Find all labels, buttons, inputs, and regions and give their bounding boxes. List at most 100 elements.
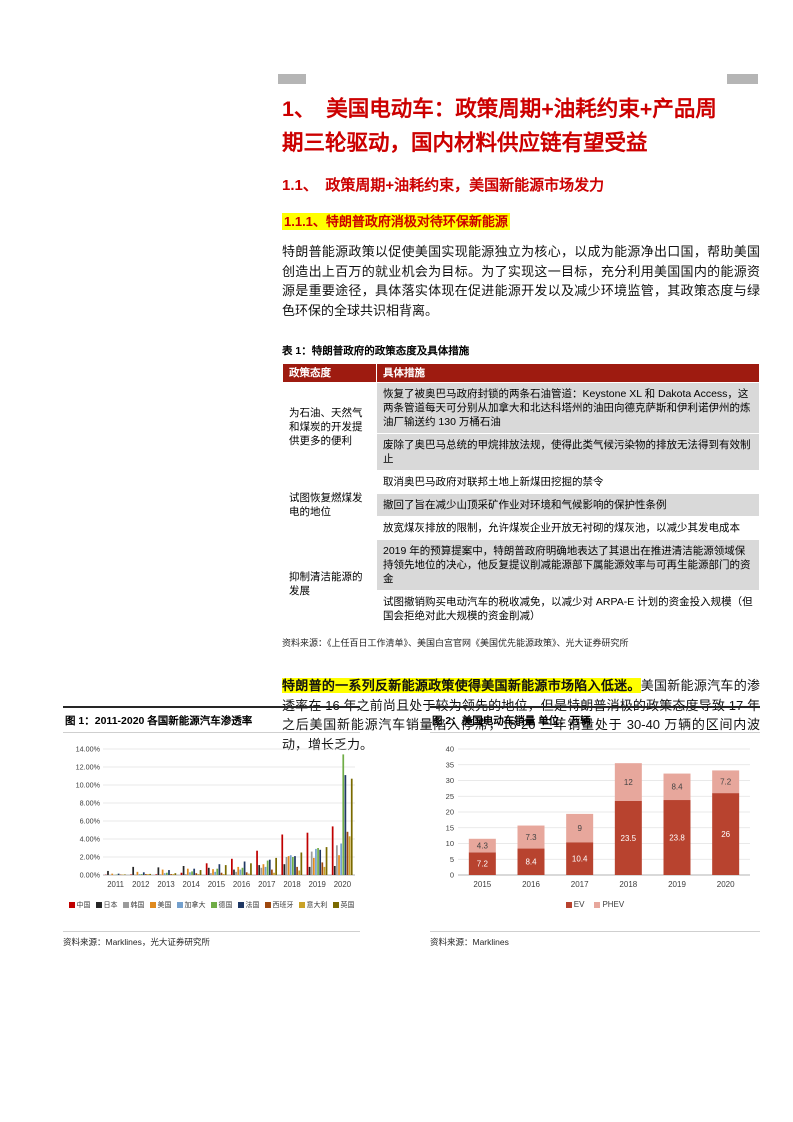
bar-usa-2019 xyxy=(312,857,315,875)
legend-label: 日本 xyxy=(103,902,118,909)
bar-value-label: 26 xyxy=(721,830,730,839)
svg-text:2.00%: 2.00% xyxy=(80,853,101,862)
policy-measure-cell: 恢复了被奥巴马政府封锁的两条石油管道：Keystone XL 和 Dakota … xyxy=(376,382,760,434)
bar-italy-2013 xyxy=(172,874,175,875)
svg-text:10.00%: 10.00% xyxy=(76,781,101,790)
bar-germany-2020 xyxy=(342,754,345,875)
bar-ev-2017 xyxy=(566,842,594,875)
bar-spain-2015 xyxy=(220,872,223,875)
bar-spain-2019 xyxy=(321,862,324,875)
legend-item-phev: PHEV xyxy=(594,900,624,909)
svg-text:12.00%: 12.00% xyxy=(76,763,101,772)
figure-2: 图 2：美国电动车销量 单位：万辆 0 5 10 15 20 25 30 35 40 7.2 4.3… xyxy=(430,706,760,948)
bar-france-2018 xyxy=(294,856,296,875)
svg-text:2020: 2020 xyxy=(717,880,735,889)
svg-text:14.00%: 14.00% xyxy=(76,745,101,754)
bar-germany-2015 xyxy=(216,868,219,875)
legend-swatch-china xyxy=(68,902,75,908)
legend-item-spain: 西班牙 xyxy=(264,900,294,910)
legend-swatch-canada xyxy=(176,902,183,908)
table-header-measures: 具体措施 xyxy=(376,363,760,383)
policy-table-row: 撤回了旨在减少山顶采矿作业对环境和气候影响的保护性条例 xyxy=(283,493,760,517)
header-mark-right xyxy=(727,74,758,84)
bar-spain-2012 xyxy=(145,874,147,875)
bar-china-2014 xyxy=(180,872,183,875)
chart-legend: 中国 日本 韩国 美国 加拿大 德国 法国 西班牙 意大利 英国 xyxy=(63,900,360,910)
bar-france-2020 xyxy=(344,775,347,875)
svg-text:8.00%: 8.00% xyxy=(80,799,101,808)
bar-china-2012 xyxy=(130,874,132,875)
bar-france-2012 xyxy=(142,872,145,875)
bar-phev-2017 xyxy=(566,813,594,843)
legend-item-china: 中国 xyxy=(68,900,91,910)
bar-value-label: 8.4 xyxy=(525,858,537,867)
figure-2-plot: 0 5 10 15 20 25 30 35 40 7.2 4.3 2015 8.4 7.3 2016 10.4… xyxy=(446,745,750,889)
policy-measure-cell: 放宽煤灰排放的限制，允许煤炭企业开放无衬砌的煤灰池，以减少其发电成本 xyxy=(376,516,760,540)
bar-phev-2018 xyxy=(614,763,642,801)
bar-usa-2018 xyxy=(287,856,290,875)
table-header-row: 政策态度 具体措施 xyxy=(282,363,760,383)
figure-1-source: 资料来源：Marklines，光大证券研究所 xyxy=(63,931,360,948)
bar-korea-2015 xyxy=(210,873,212,875)
svg-text:2013: 2013 xyxy=(157,880,174,889)
bar-canada-2018 xyxy=(289,855,292,875)
bar-canada-2012 xyxy=(138,874,141,875)
bar-value-label: 8.4 xyxy=(671,783,683,792)
bar-usa-2020 xyxy=(338,855,340,875)
legend-label: EV xyxy=(573,900,585,909)
bar-ev-2018 xyxy=(614,800,642,875)
legend-swatch-france xyxy=(237,902,244,908)
bar-uk-2019 xyxy=(325,847,328,875)
bar-ev-2020 xyxy=(712,793,740,875)
legend-swatch-usa xyxy=(149,902,156,908)
legend-item-japan: 日本 xyxy=(95,900,118,910)
svg-text:2020: 2020 xyxy=(334,880,352,889)
bar-italy-2014 xyxy=(197,874,200,875)
bar-germany-2013 xyxy=(166,872,168,875)
bar-usa-2013 xyxy=(161,869,164,875)
bar-france-2016 xyxy=(243,861,246,875)
bar-usa-2014 xyxy=(186,868,189,875)
policy-measure-cell: 取消奥巴马政府对联邦土地上新煤田挖掘的禁令 xyxy=(376,470,760,494)
bar-value-label: 12 xyxy=(624,778,633,787)
policy-measure-cell: 废除了奥巴马总统的甲烷排放法规，使得此类气候污染物的排放无法得到有效制止 xyxy=(376,433,760,471)
bar-france-2014 xyxy=(193,868,196,875)
svg-text:20: 20 xyxy=(446,808,454,817)
svg-text:2015: 2015 xyxy=(208,880,226,889)
legend-item-italy: 意大利 xyxy=(298,900,328,910)
header-mark-left xyxy=(278,74,306,84)
bar-uk-2012 xyxy=(149,873,151,875)
svg-text:2017: 2017 xyxy=(571,880,589,889)
table-source: 资料来源：《上任百日工作清单》、美国白宫官网《美国优先能源政策》、光大证券研究所 xyxy=(282,638,629,648)
bar-germany-2019 xyxy=(317,848,319,875)
bar-japan-2017 xyxy=(258,865,261,875)
bar-korea-2019 xyxy=(310,851,313,875)
legend-item-canada: 加拿大 xyxy=(176,900,206,910)
bar-uk-2014 xyxy=(199,870,202,875)
section-heading-1-1: 1.1、 政策周期+油耗约束，美国新能源市场发力 xyxy=(282,177,605,194)
table-header-attitude: 政策态度 xyxy=(282,363,377,383)
bar-uk-2016 xyxy=(250,863,252,875)
bar-france-2013 xyxy=(168,870,170,875)
bar-germany-2016 xyxy=(241,867,244,875)
bar-korea-2016 xyxy=(235,871,237,875)
legend-item-usa: 美国 xyxy=(149,900,172,910)
bar-canada-2016 xyxy=(239,869,242,875)
bar-ev-2015 xyxy=(468,852,496,875)
paragraph-2-rest: 美国新能源汽车的渗透率在 16 年之前尚且处于较为领先的地位，但是特朗普消极的政… xyxy=(282,678,760,752)
bar-china-2015 xyxy=(205,863,208,875)
figure-1-plot: 0.00% 2.00% 4.00% 6.00% 8.00% 10.00% 12.00% 14.… xyxy=(76,745,355,889)
bar-italy-2015 xyxy=(222,874,225,875)
paragraph-2: 特朗普的一系列反新能源政策使得美国新能源市场陷入低迷。美国新能源汽车的渗透率在 … xyxy=(282,676,760,754)
policy-table-row: 废除了奥巴马总统的甲烷排放法规，使得此类气候污染物的排放无法得到有效制止 xyxy=(283,433,760,471)
bar-value-label: 7.2 xyxy=(477,859,489,868)
policy-measure-cell: 2019 年的预算提案中，特朗普政府明确地表达了其退出在推进清洁能源领域保持领先… xyxy=(376,539,760,591)
bar-china-2019 xyxy=(306,832,309,875)
legend-swatch-uk xyxy=(332,902,339,908)
svg-text:2018: 2018 xyxy=(619,880,637,889)
bar-value-label: 23.8 xyxy=(669,833,685,842)
bar-uk-2011 xyxy=(124,874,126,875)
bar-japan-2015 xyxy=(207,867,210,875)
bar-france-2019 xyxy=(319,849,322,875)
svg-text:35: 35 xyxy=(446,760,454,769)
